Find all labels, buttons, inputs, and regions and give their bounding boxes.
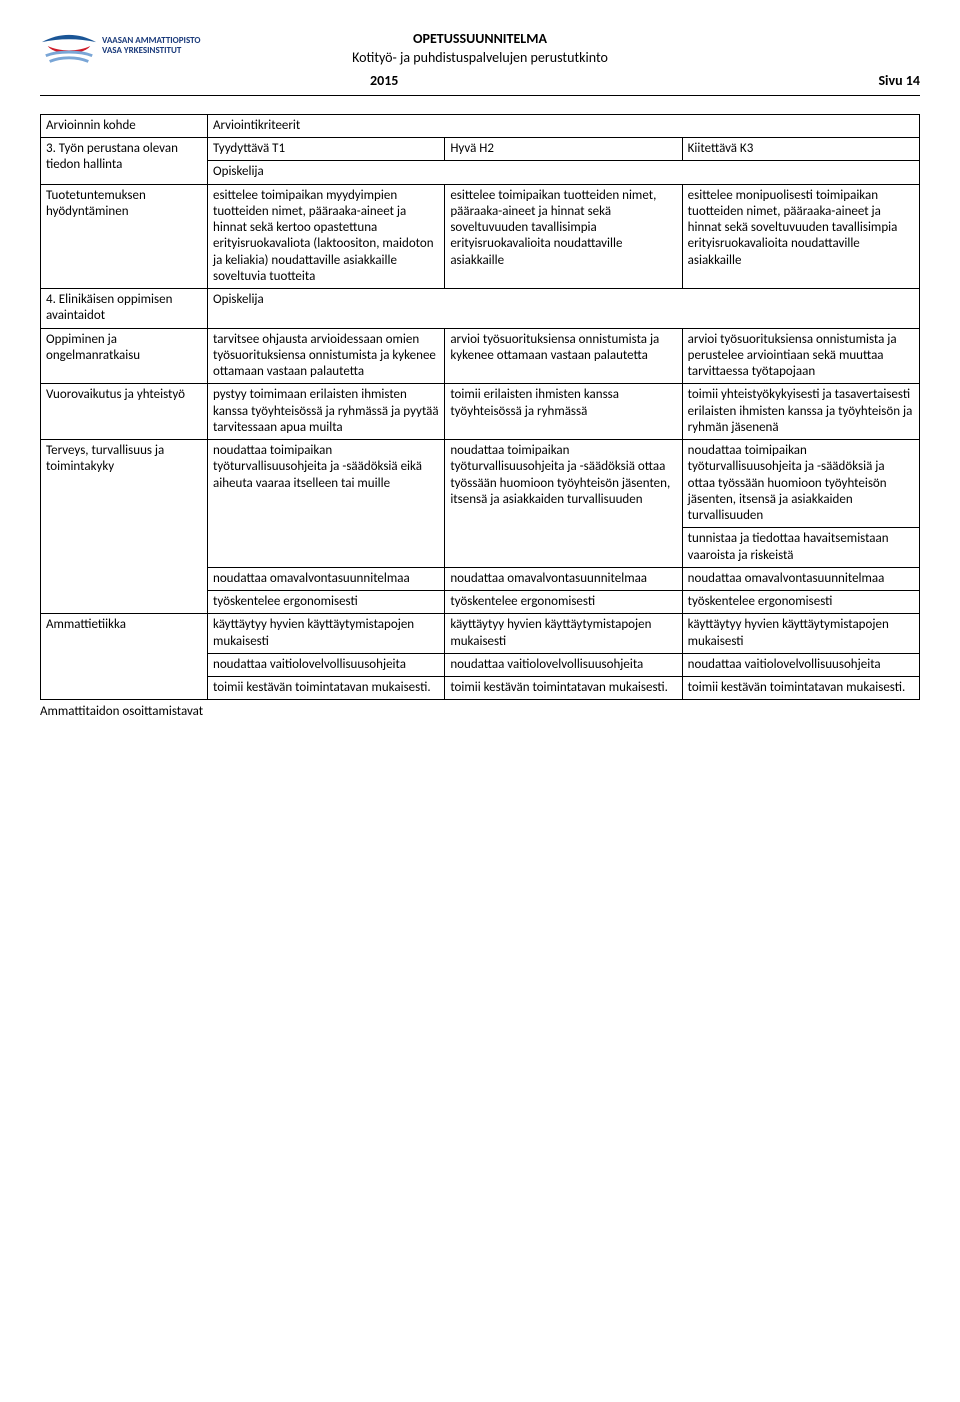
cell-vuorovaikutus-label: Vuorovaikutus ja yhteistyö xyxy=(41,384,208,440)
table-row: Vuorovaikutus ja yhteistyö pystyy toimim… xyxy=(41,384,920,440)
logo-icon xyxy=(40,24,98,68)
cell-ae-r1-k3: käyttäytyy hyvien käyttäytymistapojen mu… xyxy=(682,614,919,654)
cell-opiskelija2: Opiskelija xyxy=(208,289,920,329)
table-row: 4. Elinikäisen oppimisen avaintaidot Opi… xyxy=(41,289,920,329)
table-row: Terveys, turvallisuus ja toimintakyky no… xyxy=(41,440,920,528)
cell-oppiminen-h2: arvioi työsuorituksiensa onnistumista ja… xyxy=(445,328,682,384)
cell-section4: 4. Elinikäisen oppimisen avaintaidot xyxy=(41,289,208,329)
doc-page: Sivu 14 xyxy=(878,72,920,89)
cell-ae-r3-k3: toimii kestävän toimintatavan mukaisesti… xyxy=(682,677,919,700)
cell-oppiminen-t1: tarvitsee ohjausta arvioidessaan omien t… xyxy=(208,328,445,384)
cell-vuorovaikutus-k3: toimii yhteistyökykyisesti ja tasavertai… xyxy=(682,384,919,440)
cell-vuorovaikutus-t1: pystyy toimimaan erilaisten ihmisten kan… xyxy=(208,384,445,440)
cell-opiskelija1: Opiskelija xyxy=(208,161,920,184)
cell-ae-r3-h2: toimii kestävän toimintatavan mukaisesti… xyxy=(445,677,682,700)
cell-tuotetuntemus-h2: esittelee toimipaikan tuotteiden nimet, … xyxy=(445,184,682,289)
cell-ae-r2-h2: noudattaa vaitiolovelvollisuusohjeita xyxy=(445,653,682,676)
cell-terveys-r3-h2: noudattaa omavalvontasuunnitelmaa xyxy=(445,567,682,590)
table-row: Ammattietiikka käyttäytyy hyvien käyttäy… xyxy=(41,614,920,654)
logo-text: VAASAN AMMATTIOPISTO VASA YRKESINSTITUT xyxy=(102,36,200,56)
cell-kohde-label: Arvioinnin kohde xyxy=(41,114,208,137)
footer-text: Ammattitaidon osoittamistavat xyxy=(40,704,920,719)
cell-terveys-label: Terveys, turvallisuus ja toimintakyky xyxy=(41,440,208,614)
cell-terveys-r4-h2: työskentelee ergonomisesti xyxy=(445,591,682,614)
cell-terveys-r1-t1: noudattaa toimipaikan työturvallisuusohj… xyxy=(208,440,445,568)
cell-ammattietiikka-label: Ammattietiikka xyxy=(41,614,208,700)
cell-oppiminen-k3: arvioi työsuorituksiensa onnistumista ja… xyxy=(682,328,919,384)
cell-kriteerit-label: Arviointikriteerit xyxy=(208,114,920,137)
assessment-table: Arvioinnin kohde Arviointikriteerit 3. T… xyxy=(40,114,920,701)
cell-k3-header: Kiitettävä K3 xyxy=(682,138,919,161)
header-meta: 2015 Sivu 14 xyxy=(40,72,920,89)
cell-ae-r1-h2: käyttäytyy hyvien käyttäytymistapojen mu… xyxy=(445,614,682,654)
cell-h2-header: Hyvä H2 xyxy=(445,138,682,161)
cell-ae-r2-k3: noudattaa vaitiolovelvollisuusohjeita xyxy=(682,653,919,676)
table-row: Oppiminen ja ongelmanratkaisu tarvitsee … xyxy=(41,328,920,384)
cell-tuotetuntemus-label: Tuotetuntemuksen hyödyntäminen xyxy=(41,184,208,289)
doc-year: 2015 xyxy=(370,72,398,89)
cell-terveys-r3-t1: noudattaa omavalvontasuunnitelmaa xyxy=(208,567,445,590)
cell-terveys-r4-t1: työskentelee ergonomisesti xyxy=(208,591,445,614)
cell-terveys-r4-k3: työskentelee ergonomisesti xyxy=(682,591,919,614)
cell-terveys-r1-h2: noudattaa toimipaikan työturvallisuusohj… xyxy=(445,440,682,568)
cell-tuotetuntemus-t1: esittelee toimipaikan myydyimpien tuotte… xyxy=(208,184,445,289)
logo-line2: VASA YRKESINSTITUT xyxy=(102,46,200,56)
cell-tuotetuntemus-k3: esittelee monipuolisesti toimipaikan tuo… xyxy=(682,184,919,289)
cell-terveys-r3-k3: noudattaa omavalvontasuunnitelmaa xyxy=(682,567,919,590)
logo: VAASAN AMMATTIOPISTO VASA YRKESINSTITUT xyxy=(40,24,200,68)
page-header: VAASAN AMMATTIOPISTO VASA YRKESINSTITUT … xyxy=(40,30,920,96)
cell-vuorovaikutus-h2: toimii erilaisten ihmisten kanssa työyht… xyxy=(445,384,682,440)
table-row: Tuotetuntemuksen hyödyntäminen esittelee… xyxy=(41,184,920,289)
cell-ae-r2-t1: noudattaa vaitiolovelvollisuusohjeita xyxy=(208,653,445,676)
table-row: Arvioinnin kohde Arviointikriteerit xyxy=(41,114,920,137)
cell-ae-r1-t1: käyttäytyy hyvien käyttäytymistapojen mu… xyxy=(208,614,445,654)
cell-section3: 3. Työn perustana olevan tiedon hallinta xyxy=(41,138,208,185)
cell-t1-header: Tyydyttävä T1 xyxy=(208,138,445,161)
table-row: 3. Työn perustana olevan tiedon hallinta… xyxy=(41,138,920,161)
cell-oppiminen-label: Oppiminen ja ongelmanratkaisu xyxy=(41,328,208,384)
cell-terveys-r2-k3: tunnistaa ja tiedottaa havaitsemistaan v… xyxy=(682,528,919,568)
cell-terveys-r1-k3: noudattaa toimipaikan työturvallisuusohj… xyxy=(682,440,919,528)
cell-ae-r3-t1: toimii kestävän toimintatavan mukaisesti… xyxy=(208,677,445,700)
